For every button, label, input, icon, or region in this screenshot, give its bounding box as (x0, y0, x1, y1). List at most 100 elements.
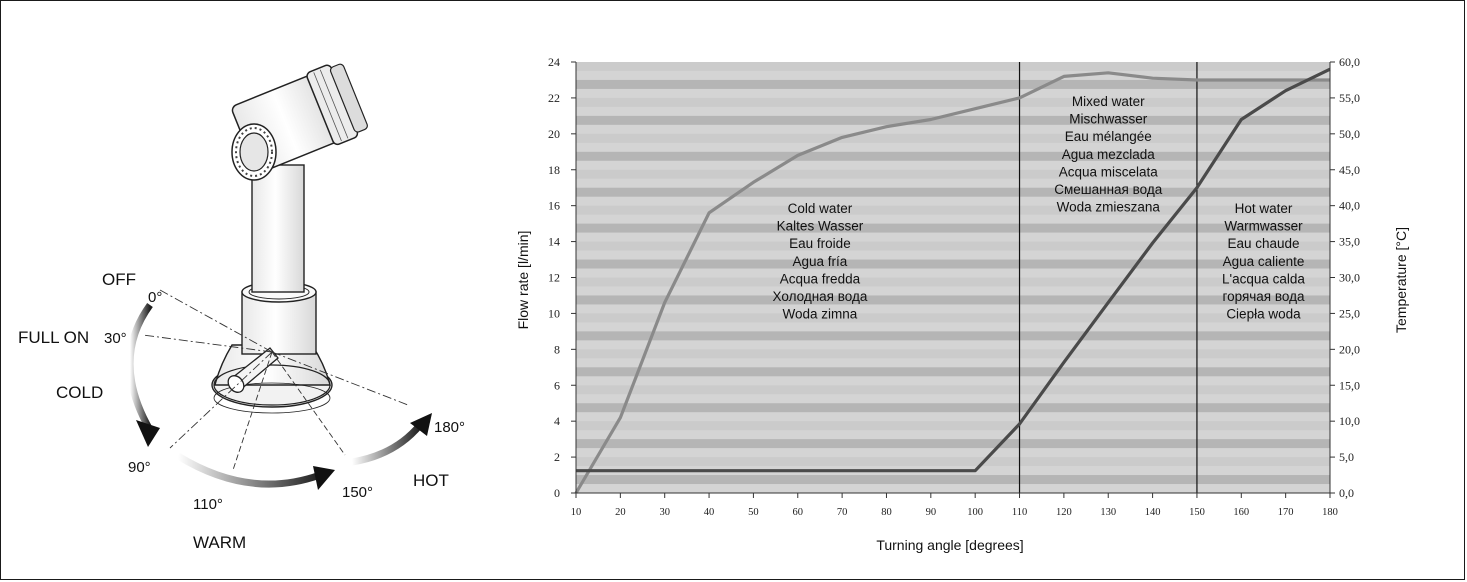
x-tick-label: 60 (793, 507, 804, 518)
grid-bands (576, 62, 1330, 493)
grid-band (576, 115, 1330, 125)
region-annotation: Mixed water Mischwasser Eau mélangée Agua m… (1054, 94, 1162, 215)
left-axis-title: Flow rate [l/min] (515, 231, 531, 330)
grid-band (576, 295, 1330, 305)
grid-band (576, 331, 1330, 341)
cold-arc-icon (126, 302, 154, 432)
region-annotation-line: Mischwasser (1069, 112, 1148, 127)
ninety-degree-label: 90° (128, 459, 151, 476)
region-annotation-line: L'acqua calda (1222, 271, 1305, 286)
warm-label: WARM (193, 533, 246, 552)
left-tick-label: 6 (554, 378, 560, 392)
x-tick-label: 30 (659, 507, 670, 518)
grid-band (576, 457, 1330, 467)
grid-band (576, 385, 1330, 395)
region-annotation-line: Warmwasser (1224, 219, 1303, 234)
region-annotation-line: Eau mélangée (1065, 129, 1152, 144)
left-tick-label: 20 (548, 127, 560, 141)
left-tick-label: 12 (548, 271, 560, 285)
warm-arrow-icon (313, 466, 335, 490)
left-tick-label: 24 (548, 55, 560, 69)
region-annotation-line: Смешанная вода (1054, 182, 1162, 197)
region-annotation-line: Eau froide (789, 236, 851, 251)
grid-band (576, 403, 1330, 413)
left-tick-label: 14 (548, 235, 560, 249)
right-tick-label: 40,0 (1339, 199, 1360, 213)
region-annotation-line: Acqua miscelata (1059, 164, 1159, 179)
hot-arc-icon (351, 422, 423, 466)
left-tick-label: 4 (554, 414, 560, 428)
grid-band (576, 187, 1330, 197)
faucet-column-icon (251, 164, 305, 293)
region-annotation-line: Agua mezclada (1062, 147, 1156, 162)
x-tick-label: 10 (571, 507, 582, 518)
x-tick-label: 40 (704, 507, 715, 518)
grid-band (576, 133, 1330, 143)
grid-band (576, 205, 1330, 215)
region-annotation-line: Agua fría (793, 254, 848, 269)
left-tick-label: 0 (554, 486, 560, 500)
left-tick-label: 18 (548, 163, 560, 177)
right-tick-label: 20,0 (1339, 342, 1360, 356)
x-tick-label: 70 (837, 507, 848, 518)
grid-band (576, 241, 1330, 251)
region-annotation-line: Eau chaude (1227, 236, 1299, 251)
x-tick-label: 130 (1100, 507, 1116, 518)
grid-band (576, 277, 1330, 287)
region-annotation: Hot water Warmwasser Eau chaude Agua calien… (1222, 201, 1305, 322)
thirty-degree-label: 30° (104, 330, 127, 347)
one-fifty-degree-label: 150° (342, 484, 373, 501)
hot-arrow-icon (410, 413, 432, 436)
cold-arrow-icon (136, 420, 160, 447)
x-tick-label: 80 (881, 507, 892, 518)
right-tick-label: 0,0 (1339, 486, 1354, 500)
region-annotation: Cold water Kaltes Wasser Eau froide Agua fr… (773, 201, 868, 322)
x-tick-label: 50 (748, 507, 759, 518)
left-tick-label: 8 (554, 342, 560, 356)
full-on-label: FULL ON (18, 328, 89, 347)
right-tick-label: 5,0 (1339, 450, 1354, 464)
flow-rate-line (574, 71, 1330, 494)
grid-band (576, 421, 1330, 431)
x-tick-label: 20 (615, 507, 626, 518)
faucet-illustration: OFF 0° FULL ON 30° COLD 90° 110° WARM 15… (18, 63, 465, 552)
x-tick-label: 160 (1233, 507, 1249, 518)
one-ten-degree-label: 110° (193, 496, 223, 513)
grid-band (576, 62, 1330, 71)
region-annotation-line: Cold water (788, 201, 853, 216)
grid-band (576, 313, 1330, 323)
left-tick-label: 10 (548, 306, 560, 320)
right-tick-label: 30,0 (1339, 271, 1360, 285)
region-annotation-line: Kaltes Wasser (777, 219, 864, 234)
region-annotation-line: Agua caliente (1223, 254, 1305, 269)
one-eighty-degree-label: 180° (434, 419, 465, 436)
x-tick-label: 180 (1322, 507, 1338, 518)
hot-label: HOT (413, 471, 449, 490)
left-tick-label: 16 (548, 199, 560, 213)
grid-band (576, 475, 1330, 485)
grid-band (576, 97, 1330, 107)
right-tick-label: 50,0 (1339, 127, 1360, 141)
right-tick-label: 45,0 (1339, 163, 1360, 177)
region-annotation-line: Холодная вода (773, 289, 868, 304)
grid-band (576, 259, 1330, 269)
right-tick-label: 25,0 (1339, 306, 1360, 320)
region-annotation-line: Woda zmieszana (1057, 200, 1161, 215)
right-axis-title: Temperature [°C] (1393, 227, 1409, 333)
grid-band (576, 169, 1330, 179)
region-annotation-line: Ciepła woda (1226, 307, 1301, 322)
x-tick-label: 120 (1056, 507, 1072, 518)
grid-band (576, 151, 1330, 161)
x-axis-title: Turning angle [degrees] (876, 537, 1023, 553)
region-annotation-line: Acqua fredda (780, 271, 861, 286)
angle-reference-lines (142, 289, 409, 471)
region-annotation-line: горячая вода (1222, 289, 1305, 304)
x-tick-label: 150 (1189, 507, 1205, 518)
region-annotation-line: Hot water (1235, 201, 1293, 216)
off-label: OFF (102, 270, 136, 289)
x-tick-label: 100 (967, 507, 983, 518)
x-tick-label: 90 (926, 507, 937, 518)
zero-degree-label: 0° (148, 289, 162, 306)
